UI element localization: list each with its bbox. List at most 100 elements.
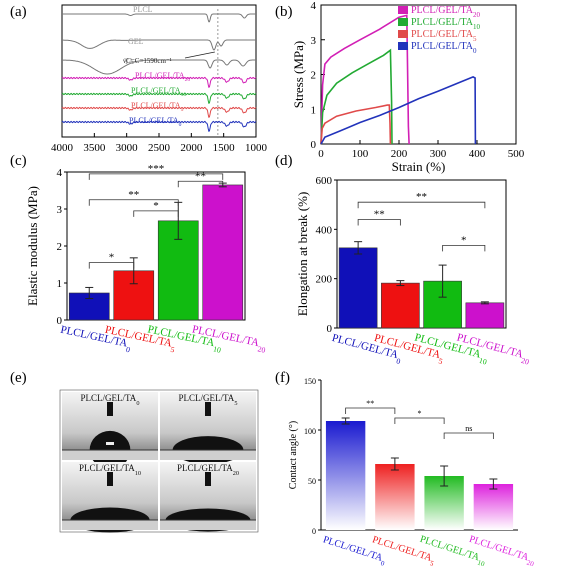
photo-caption: PLCL/GEL/TA10 xyxy=(79,463,141,477)
panel-label-a: (a) xyxy=(10,4,27,20)
y-axis-title: Elastic modulus (MPa) xyxy=(25,186,40,306)
spectrum-label: TA xyxy=(124,57,134,66)
panel-label-d: (d) xyxy=(275,153,293,169)
significance-bracket xyxy=(177,180,224,188)
x-tick-label: 1000 xyxy=(245,142,268,154)
significance-bracket xyxy=(133,210,179,217)
substrate-surface xyxy=(160,450,256,460)
x-tick-label: 200 xyxy=(391,148,408,160)
bar xyxy=(338,247,378,329)
y-tick-label: 600 xyxy=(316,175,333,187)
significance-label: * xyxy=(109,252,115,264)
significance-bracket xyxy=(357,219,401,226)
y-tick-label: 1 xyxy=(311,104,317,116)
panel-label-c: (c) xyxy=(10,153,27,169)
series-line xyxy=(320,104,392,145)
x-tick-label: 400 xyxy=(469,148,486,160)
panel-label-b: (b) xyxy=(275,4,293,20)
legend-swatch xyxy=(398,30,408,38)
significance-bracket xyxy=(88,173,224,180)
ftir-panel: 4000 3500 3000 2500 2000 1500 1000PLCLGELTAPLC… xyxy=(51,4,268,154)
bar xyxy=(381,282,420,329)
spectrum-label: PLCL/GEL/TA10 xyxy=(131,86,186,98)
dispensing-needle xyxy=(107,472,113,486)
y-tick-label: 0 xyxy=(312,527,316,536)
bar-frame xyxy=(336,179,507,329)
photo-caption: PLCL/GEL/TA20 xyxy=(177,463,239,477)
significance-label: ** xyxy=(128,189,139,201)
y-tick-label: 150 xyxy=(304,377,316,386)
y-axis-title: Elongation at break (%) xyxy=(295,192,310,317)
legend-label: PLCL/GEL/TA0 xyxy=(411,41,477,55)
significance-bracket xyxy=(394,417,445,424)
legend-swatch xyxy=(398,42,408,50)
spectrum-label: PLCL xyxy=(133,5,153,14)
significance-label: * xyxy=(153,200,159,212)
x-tick-label: 2000 xyxy=(180,142,203,154)
y-tick-label: 0 xyxy=(327,323,333,335)
spectrum-line xyxy=(62,59,256,75)
y-tick-label: 3 xyxy=(57,204,63,216)
substrate-surface xyxy=(62,520,158,530)
x-tick-label: 3500 xyxy=(83,142,106,154)
legend-label: PLCL/GEL/TA20 xyxy=(411,5,480,19)
x-tick-label: 500 xyxy=(508,148,525,160)
y-tick-label: 1 xyxy=(57,278,63,290)
y-tick-label: 4 xyxy=(57,167,63,179)
series-line xyxy=(320,48,393,145)
significance-bracket xyxy=(357,201,486,209)
y-tick-label: 0 xyxy=(311,139,317,151)
bar xyxy=(202,184,244,321)
significance-bracket xyxy=(443,432,494,439)
y-tick-label: 2 xyxy=(311,70,317,82)
legend-swatch xyxy=(398,18,408,26)
y-tick-label: 200 xyxy=(316,274,333,286)
series-line xyxy=(320,76,477,145)
spectrum-line xyxy=(61,106,257,118)
annotation-text: νC=C=1590cm⁻¹ xyxy=(123,57,172,65)
spectrum-line xyxy=(62,13,256,23)
y-tick-label: 4 xyxy=(311,0,317,12)
spectrum-label: PLCL/GEL/TA5 xyxy=(131,101,184,113)
x-tick-label: 3000 xyxy=(116,142,139,154)
stress-strain-panel: 0 100 200 300 400 500 0 1 2 3 4 Strain (%) Stress (M… xyxy=(291,0,525,174)
spectrum-line xyxy=(61,76,257,88)
bar xyxy=(375,464,415,530)
spectrum-label: PLCL/GEL/TA0 xyxy=(129,116,182,128)
significance-label: * xyxy=(461,234,467,246)
significance-label: *** xyxy=(148,163,165,175)
x-tick-label: 2500 xyxy=(148,142,171,154)
significance-label: * xyxy=(418,409,422,418)
dispensing-needle xyxy=(107,402,113,416)
y-tick-label: 100 xyxy=(304,427,316,436)
y-tick-label: 50 xyxy=(308,477,316,486)
spectrum-line xyxy=(62,39,256,51)
x-tick-label: 1500 xyxy=(213,142,236,154)
legend-label: PLCL/GEL/TA5 xyxy=(411,29,477,43)
droplet-highlight xyxy=(106,442,114,445)
y-tick-label: 3 xyxy=(311,35,317,47)
y-tick-label: 400 xyxy=(316,224,333,236)
photo-caption: PLCL/GEL/TA0 xyxy=(81,393,140,407)
y-axis-title: Stress (MPa) xyxy=(291,41,306,109)
dispensing-needle xyxy=(205,402,211,416)
x-tick-label: 100 xyxy=(352,148,369,160)
bar xyxy=(465,302,505,329)
spectrum-label: PLCL/GEL/TA20 xyxy=(135,71,190,83)
dispensing-needle xyxy=(205,472,211,486)
contact-angle-photos-panel: PLCL/GEL/TA0 PLCL/GEL/TA5 PLCL/GEL/TA10 PLC… xyxy=(59,389,259,533)
legend-label: PLCL/GEL/TA10 xyxy=(411,17,480,31)
significance-bracket xyxy=(88,262,135,269)
significance-label: ** xyxy=(374,208,385,220)
bar xyxy=(473,484,514,530)
legend-swatch xyxy=(398,6,408,14)
spectrum-line xyxy=(61,120,257,132)
spectrum-label: GEL xyxy=(128,37,144,46)
spectrum-line xyxy=(61,92,257,104)
x-tick-label: 300 xyxy=(430,148,447,160)
y-axis-title: Contact angle (°) xyxy=(288,421,299,489)
significance-bracket xyxy=(345,407,396,414)
significance-bracket xyxy=(88,199,179,206)
